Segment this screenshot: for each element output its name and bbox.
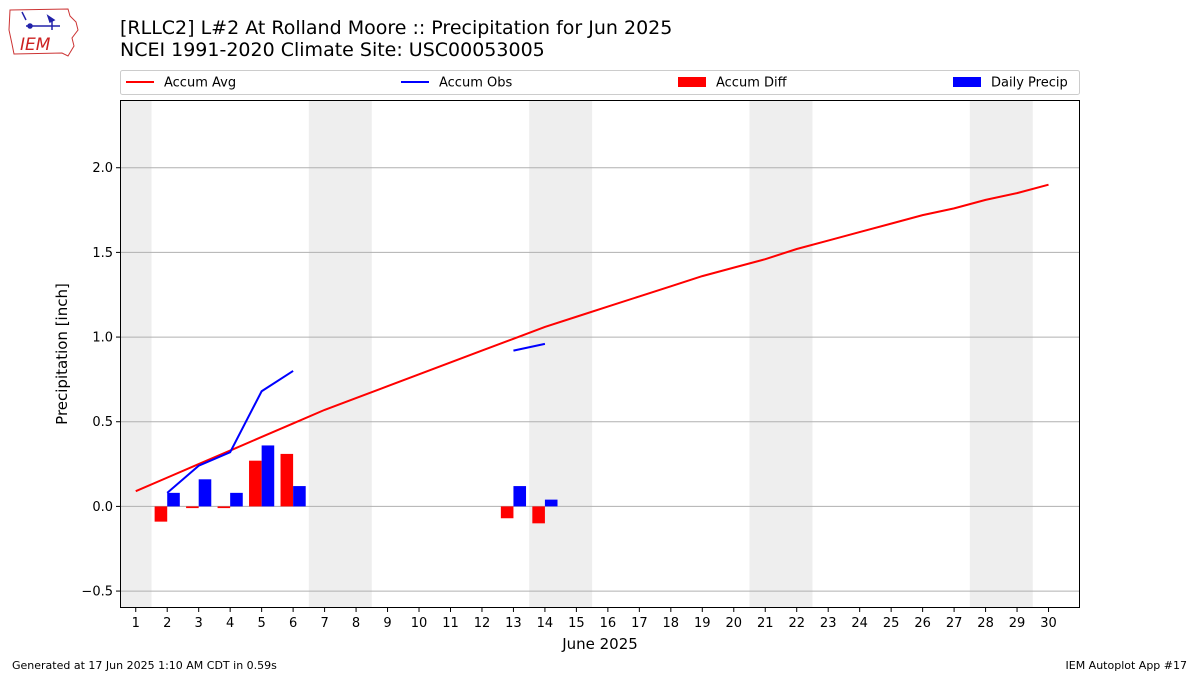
x-tick-label: 15 (568, 616, 585, 631)
x-tick-label: 5 (257, 616, 265, 631)
weekend-band (969, 100, 1033, 608)
x-tick-label: 13 (505, 616, 522, 631)
x-tick-label: 20 (725, 616, 742, 631)
accum-diff-bar (249, 460, 262, 507)
x-tick-label: 1 (132, 616, 140, 631)
x-tick-label: 12 (474, 616, 491, 631)
x-tick-label: 14 (537, 616, 554, 631)
y-tick-label: 0.0 (92, 500, 113, 515)
x-tick-label: 8 (352, 616, 360, 631)
accum-obs-line (166, 370, 294, 494)
weekend-band (120, 100, 152, 608)
accum-obs-line (513, 342, 546, 352)
accum-diff-bar (280, 453, 294, 507)
x-tick-label: 11 (442, 616, 459, 631)
legend-box (120, 70, 1080, 95)
y-tick-label: 1.5 (92, 246, 113, 261)
x-tick-label: 21 (757, 616, 774, 631)
x-tick-label: 2 (163, 616, 171, 631)
chart-subtitle: NCEI 1991-2020 Climate Site: USC00053005 (120, 39, 545, 61)
legend-patch-swatch (678, 77, 706, 87)
x-tick-label: 24 (851, 616, 868, 631)
x-tick-label: 26 (914, 616, 931, 631)
x-tick-label: 18 (663, 616, 680, 631)
footer-generated: Generated at 17 Jun 2025 1:10 AM CDT in … (12, 659, 277, 672)
x-tick-label: 3 (195, 616, 203, 631)
x-tick-label: 4 (226, 616, 234, 631)
x-tick-label: 29 (1009, 616, 1026, 631)
daily-precip-bar (293, 486, 306, 507)
weekend-band (308, 100, 372, 608)
weather-station-icon (21, 11, 60, 30)
chart-title: [RLLC2] L#2 At Rolland Moore :: Precipit… (120, 17, 673, 39)
x-tick-label: 17 (631, 616, 648, 631)
x-tick-label: 23 (820, 616, 837, 631)
legend-entry-label: Daily Precip (991, 76, 1068, 91)
footer-app: IEM Autoplot App #17 (1065, 659, 1188, 672)
x-tick-label: 7 (320, 616, 328, 631)
x-axis-label: June 2025 (561, 635, 638, 653)
daily-precip-bar (513, 486, 527, 507)
legend-patch-swatch (953, 77, 981, 87)
accum-diff-bar (186, 506, 199, 509)
iowa-outline-icon (8, 8, 79, 57)
accum-diff-bar (532, 506, 545, 524)
x-tick-label: 22 (788, 616, 805, 631)
y-tick-label: 0.5 (92, 415, 113, 430)
daily-precip-bar (198, 479, 212, 507)
accum-diff-bar (154, 506, 168, 522)
daily-precip-bar (261, 445, 275, 507)
accum-avg-line (135, 183, 1049, 493)
legend-entry-label: Accum Diff (716, 76, 788, 91)
accum-diff-bar (500, 506, 514, 519)
x-tick-label: 28 (977, 616, 994, 631)
plot-frame (120, 100, 1080, 608)
y-tick-label: 2.0 (92, 161, 113, 176)
weekend-band (749, 100, 813, 608)
x-tick-label: 19 (694, 616, 711, 631)
y-tick-label: −0.5 (81, 585, 113, 600)
daily-precip-bar (167, 492, 180, 507)
weekend-band (529, 100, 593, 608)
x-tick-label: 6 (289, 616, 297, 631)
legend-entry-label: Accum Obs (439, 76, 512, 91)
x-tick-label: 16 (600, 616, 617, 631)
logo-text: IEM (20, 35, 51, 55)
accum-diff-bar (217, 506, 231, 509)
daily-precip-bar (544, 499, 558, 507)
x-tick-label: 10 (411, 616, 428, 631)
x-tick-label: 27 (946, 616, 963, 631)
x-tick-label: 30 (1040, 616, 1057, 631)
iem-logo: IEM (8, 8, 79, 57)
x-tick-label: 9 (383, 616, 391, 631)
legend-entry-label: Accum Avg (164, 76, 236, 91)
y-tick-label: 1.0 (92, 331, 113, 346)
x-tick-label: 25 (883, 616, 900, 631)
daily-precip-bar (230, 492, 243, 507)
y-axis-label: Precipitation [inch] (53, 283, 71, 425)
